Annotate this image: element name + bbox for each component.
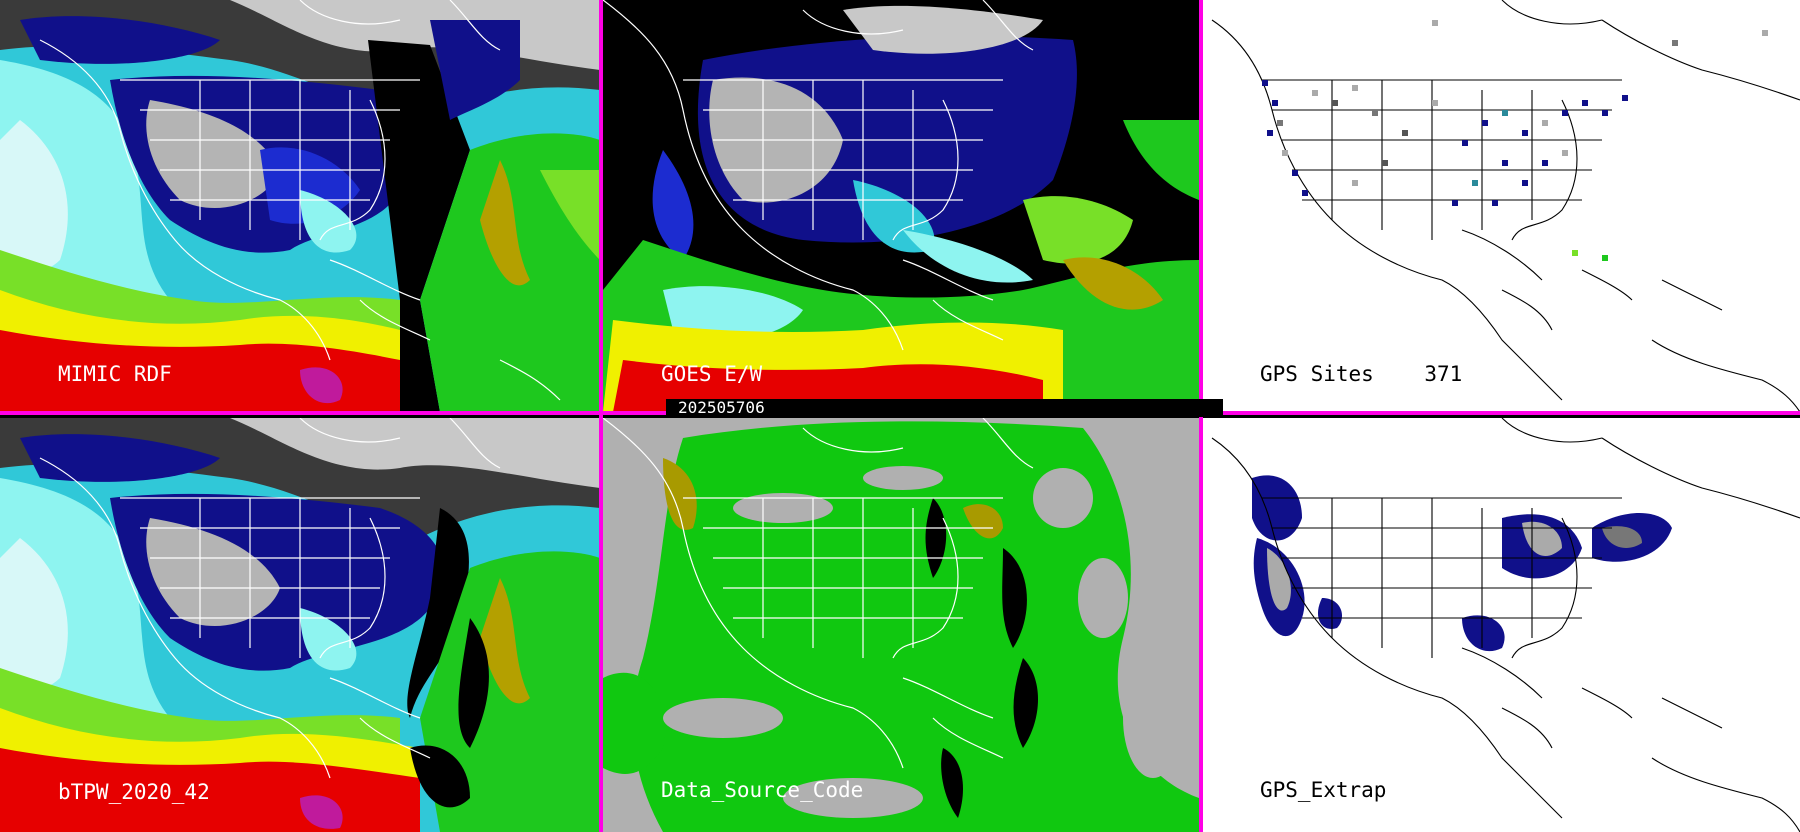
btpw-map xyxy=(0,418,600,832)
gps-sites-count: 371 xyxy=(1424,362,1463,386)
panel-mimic-rdf: MIMIC RDF xyxy=(0,0,600,412)
panel-label-gps-sites: GPS Sites 371 xyxy=(1260,362,1462,386)
timestamp-bar: 202505706 xyxy=(666,399,1223,417)
panel-btpw: bTPW_2020_42 xyxy=(0,418,600,832)
panel-gps-extrap: GPS_Extrap xyxy=(1202,418,1800,832)
data-source-code-map xyxy=(603,418,1199,832)
panel-gps-sites: GPS Sites 371 xyxy=(1202,0,1800,412)
mimic-tpw-map xyxy=(0,0,600,412)
goes-tpw-map xyxy=(603,0,1199,412)
panel-label-btpw: bTPW_2020_42 xyxy=(58,780,210,804)
gps-extrap-map xyxy=(1202,418,1800,832)
panel-data-source-code: Data_Source_Code xyxy=(603,418,1199,832)
panel-goes-ew: GOES E/W xyxy=(603,0,1199,412)
panel-label-dsc: Data_Source_Code xyxy=(661,778,864,802)
gps-sites-title: GPS Sites xyxy=(1260,362,1374,386)
gps-sites-map xyxy=(1202,0,1800,412)
separator-vertical-left xyxy=(599,0,603,832)
gps-site-markers xyxy=(1262,20,1768,261)
panel-label-mimic: MIMIC RDF xyxy=(58,362,172,386)
timestamp-text: 202505706 xyxy=(678,398,765,417)
panel-label-gps-extrap: GPS_Extrap xyxy=(1260,778,1387,802)
panel-label-goes: GOES E/W xyxy=(661,362,763,386)
